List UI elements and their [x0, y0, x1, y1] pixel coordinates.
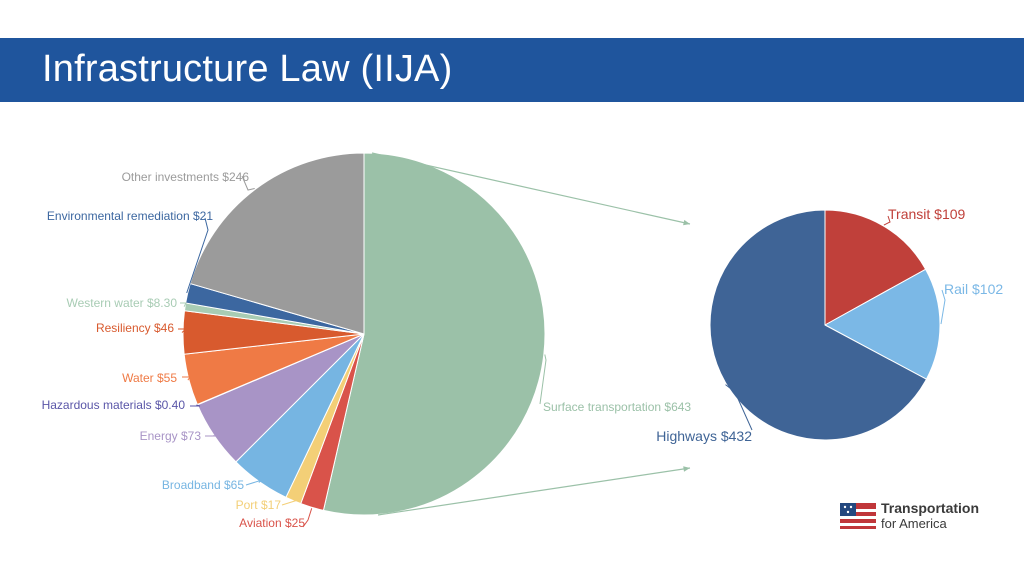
pie2-leader-highways — [725, 384, 753, 431]
pie2-label-rail: Rail $102 — [944, 281, 1003, 297]
pie1-leader-western-water — [180, 302, 187, 307]
pie1-label-surface-transportation: Surface transportation $643 — [543, 400, 691, 414]
pie1-slice-other-investments — [189, 152, 365, 335]
pie1-leader-port — [281, 499, 299, 506]
pie2-leader-transit — [883, 215, 891, 226]
connector-arrow-top — [371, 152, 691, 226]
pie1-leader-resiliency — [178, 328, 188, 333]
pie1-label-port: Port $17 — [236, 498, 282, 512]
connector-arrow-bottom — [377, 466, 691, 516]
pie1-label-environmental-remediation: Environmental remediation $21 — [47, 209, 213, 223]
pie1-label-resiliency: Resiliency $46 — [96, 321, 174, 335]
pie1-leader-surface-transportation — [539, 354, 547, 405]
slide-title: Infrastructure Law (IIJA) — [42, 48, 453, 90]
pie1-label-aviation: Aviation $25 — [239, 516, 305, 530]
pie2-slice-highways — [709, 209, 928, 441]
pie1-label-water: Water $55 — [122, 371, 177, 385]
title-bar — [0, 38, 1024, 102]
pie2-slice-rail — [823, 268, 941, 380]
pie2-label-transit: Transit $109 — [888, 206, 966, 222]
logo-line2: for America — [881, 516, 947, 531]
pie2-slice-transit — [824, 209, 927, 326]
pie1-leader-broadband — [245, 479, 263, 486]
pie1-label-broadband: Broadband $65 — [162, 478, 244, 492]
pie1-leader-other-investments — [241, 175, 255, 191]
pie1-label-hazardous-materials: Hazardous materials $0.40 — [42, 398, 186, 412]
flag-logo-icon — [840, 503, 876, 529]
pie2-leader-rail — [940, 289, 946, 325]
pie1-label-western-water: Western water $8.30 — [66, 296, 177, 310]
logo-line1: Transportation — [881, 500, 980, 516]
pie1-label-other-investments: Other investments $246 — [122, 170, 250, 184]
pie1-slice-surface-transportation — [322, 152, 546, 516]
pie2-label-highways: Highways $432 — [656, 428, 752, 444]
pie1-leader-hazardous-materials — [190, 404, 201, 407]
pie1-leader-aviation — [302, 508, 313, 528]
pie1-label-energy: Energy $73 — [140, 429, 202, 443]
transportation-for-america-logo: Transportation for America — [840, 500, 1000, 534]
pie1-leader-environmental-remediation — [186, 217, 209, 294]
pie1-leader-water — [182, 376, 191, 381]
